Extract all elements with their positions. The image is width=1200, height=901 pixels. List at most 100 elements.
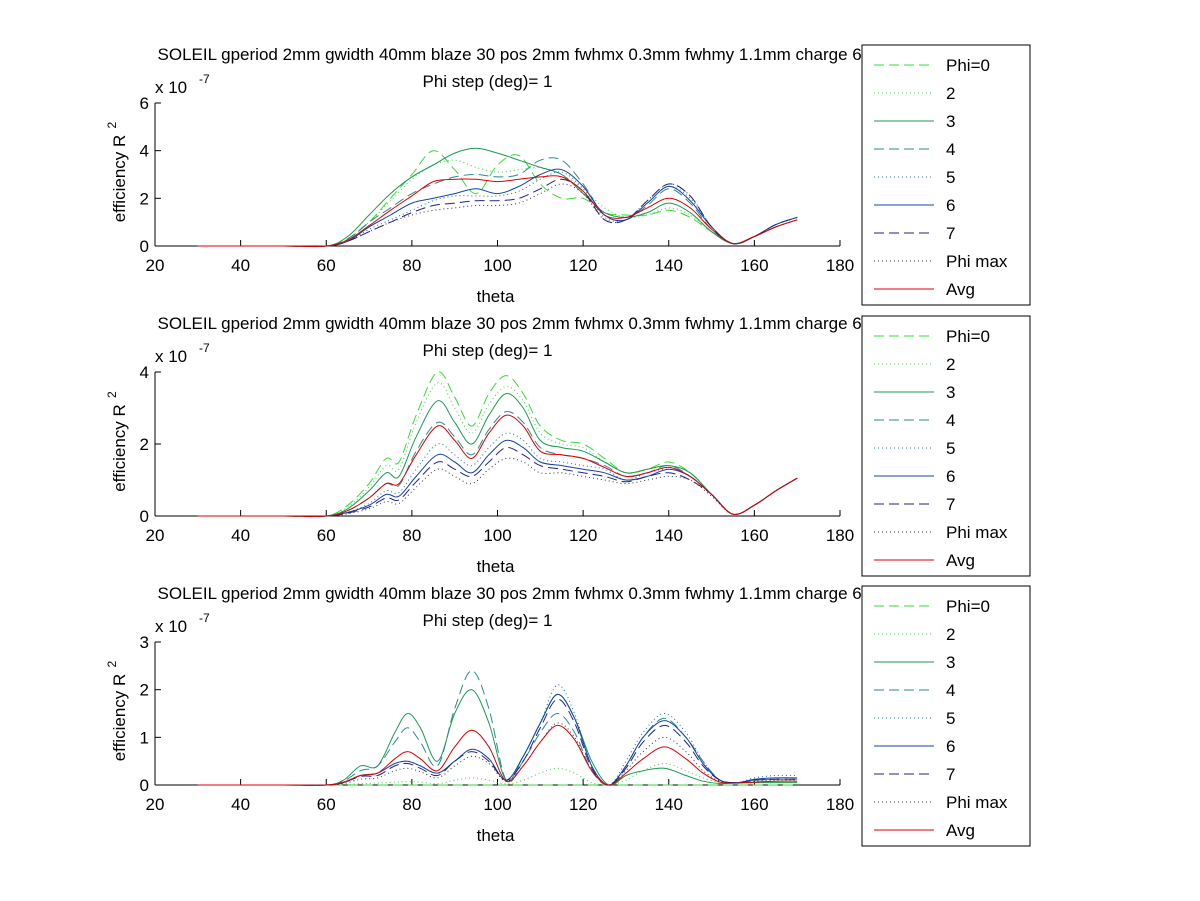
chart-subtitle: Phi step (deg)= 1 xyxy=(423,341,553,360)
series-line-7 xyxy=(197,698,798,786)
series-lines xyxy=(197,670,798,786)
legend-label: 5 xyxy=(946,709,955,728)
x-axis-label: theta xyxy=(477,287,515,306)
series-lines xyxy=(197,147,798,248)
x-axis-label: theta xyxy=(477,557,515,576)
legend-label: 3 xyxy=(946,383,955,402)
x-tick-label: 180 xyxy=(826,795,854,814)
legend-label: 7 xyxy=(946,765,955,784)
legend: Phi=0 2 3 4 5 6 7 Phi max Avg xyxy=(861,44,1031,306)
legend-label: 7 xyxy=(946,224,955,243)
x-axis-label: theta xyxy=(477,826,515,845)
x-tick-label: 180 xyxy=(826,526,854,545)
legend-label: Phi=0 xyxy=(946,327,990,346)
series-line-2 xyxy=(197,762,798,786)
y-tick-label: 3 xyxy=(140,633,149,652)
subplot-1: SOLEIL gperiod 2mm gwidth 40mm blaze 30 … xyxy=(105,44,1031,306)
x-tick-label: 20 xyxy=(146,256,165,275)
x-tick-label: 160 xyxy=(740,526,768,545)
y-axis-label-power: 2 xyxy=(105,661,119,668)
x-tick-label: 40 xyxy=(231,526,250,545)
chart-subtitle: Phi step (deg)= 1 xyxy=(423,72,553,91)
series-line-4 xyxy=(197,410,798,517)
y-axis-label: efficiency R xyxy=(110,674,129,762)
series-line-9 xyxy=(197,175,798,247)
legend-box xyxy=(861,585,1031,847)
x-tick-label: 120 xyxy=(569,256,597,275)
series-line-6 xyxy=(197,439,798,517)
series-line-9 xyxy=(197,414,798,517)
legend-label: 2 xyxy=(946,84,955,103)
y-axis-label-power: 2 xyxy=(105,122,119,129)
x-tick-label: 140 xyxy=(655,795,683,814)
x-tick-label: 60 xyxy=(317,795,336,814)
series-line-7 xyxy=(197,178,798,247)
x-tick-label: 120 xyxy=(569,526,597,545)
y-tick-label: 0 xyxy=(140,507,149,526)
legend-label: 4 xyxy=(946,681,955,700)
y-axis-label-group: efficiency R 2 xyxy=(105,122,129,223)
series-line-1 xyxy=(197,150,798,248)
legend-label: 3 xyxy=(946,112,955,131)
x-tick-label: 180 xyxy=(826,256,854,275)
chart-title: SOLEIL gperiod 2mm gwidth 40mm blaze 30 … xyxy=(158,45,918,64)
x-tick-label: 100 xyxy=(483,526,511,545)
series-line-4 xyxy=(197,157,798,248)
exponent-label: x 10 xyxy=(155,347,187,366)
x-tick-label: 60 xyxy=(317,526,336,545)
y-axis-label-power: 2 xyxy=(105,391,119,398)
y-tick-label: 4 xyxy=(140,142,149,161)
x-tick-label: 20 xyxy=(146,526,165,545)
x-tick-label: 120 xyxy=(569,795,597,814)
x-tick-label: 40 xyxy=(231,256,250,275)
legend-label: 6 xyxy=(946,196,955,215)
y-axis-label: efficiency R xyxy=(110,135,129,223)
y-tick-label: 0 xyxy=(140,237,149,256)
legend: Phi=0 2 3 4 5 6 7 Phi max Avg xyxy=(861,315,1031,577)
subplot-2: SOLEIL gperiod 2mm gwidth 40mm blaze 30 … xyxy=(105,314,1031,577)
legend-label: Phi max xyxy=(946,252,1008,271)
x-tick-label: 20 xyxy=(146,795,165,814)
y-tick-label: 0 xyxy=(140,776,149,795)
y-tick-label: 4 xyxy=(140,363,149,382)
x-tick-label: 40 xyxy=(231,795,250,814)
legend-label: Avg xyxy=(946,280,975,299)
x-tick-label: 160 xyxy=(740,795,768,814)
legend-label: 5 xyxy=(946,439,955,458)
legend-label: 4 xyxy=(946,140,955,159)
legend-label: 6 xyxy=(946,737,955,756)
series-line-7 xyxy=(197,446,798,517)
x-tick-label: 60 xyxy=(317,256,336,275)
legend-label: 6 xyxy=(946,467,955,486)
y-tick-label: 2 xyxy=(140,189,149,208)
series-line-2 xyxy=(197,159,798,248)
series-line-4 xyxy=(197,670,798,786)
legend-label: Phi=0 xyxy=(946,56,990,75)
legend-label: Phi max xyxy=(946,793,1008,812)
series-lines xyxy=(197,371,798,518)
x-tick-label: 80 xyxy=(402,256,421,275)
x-tick-label: 140 xyxy=(655,526,683,545)
series-line-9 xyxy=(197,724,798,786)
chart-title: SOLEIL gperiod 2mm gwidth 40mm blaze 30 … xyxy=(158,314,918,333)
x-tick-label: 140 xyxy=(655,256,683,275)
legend-label: 4 xyxy=(946,411,955,430)
x-tick-label: 100 xyxy=(483,795,511,814)
subplot-3: SOLEIL gperiod 2mm gwidth 40mm blaze 30 … xyxy=(105,584,1031,847)
series-line-3 xyxy=(197,393,798,518)
y-axis-label-group: efficiency R 2 xyxy=(105,661,129,762)
exponent-power: -7 xyxy=(199,611,210,625)
legend-label: 7 xyxy=(946,495,955,514)
legend-label: 5 xyxy=(946,168,955,187)
series-line-8 xyxy=(197,457,798,517)
legend-label: Phi=0 xyxy=(946,597,990,616)
x-tick-label: 80 xyxy=(402,795,421,814)
legend-label: 2 xyxy=(946,625,955,644)
legend-label: Avg xyxy=(946,551,975,570)
y-tick-label: 2 xyxy=(140,681,149,700)
y-tick-label: 1 xyxy=(140,728,149,747)
chart-title: SOLEIL gperiod 2mm gwidth 40mm blaze 30 … xyxy=(158,584,918,603)
legend: Phi=0 2 3 4 5 6 7 Phi max Avg xyxy=(861,585,1031,847)
series-line-3 xyxy=(197,147,798,248)
